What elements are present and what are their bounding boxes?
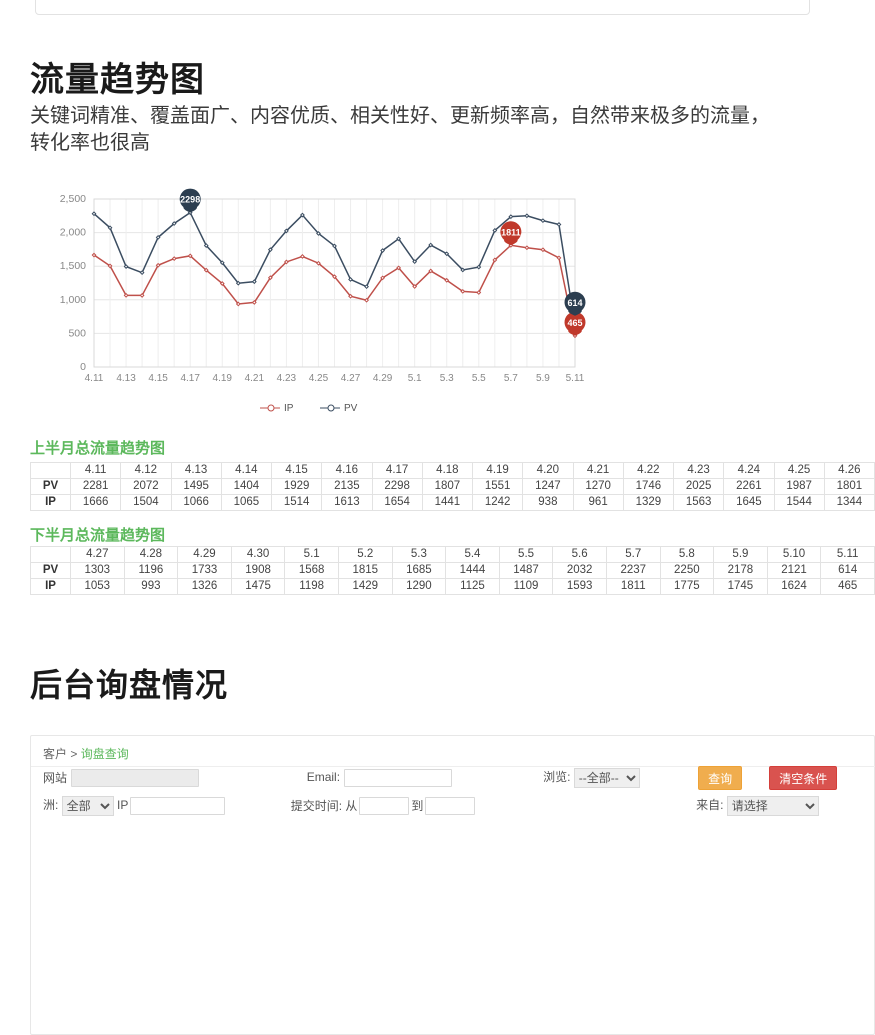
svg-text:1,500: 1,500 (60, 260, 86, 272)
svg-text:4.11: 4.11 (85, 373, 104, 384)
svg-text:5.9: 5.9 (536, 373, 550, 384)
svg-text:IP: IP (284, 403, 294, 414)
svg-text:4.17: 4.17 (180, 373, 200, 384)
svg-text:5.7: 5.7 (504, 373, 518, 384)
svg-text:4.27: 4.27 (341, 373, 361, 384)
svg-text:5.3: 5.3 (440, 373, 454, 384)
svg-text:2,000: 2,000 (60, 227, 86, 239)
svg-text:614: 614 (567, 298, 582, 308)
svg-text:4.23: 4.23 (277, 373, 297, 384)
svg-text:1,000: 1,000 (60, 294, 86, 306)
svg-text:5.1: 5.1 (408, 373, 422, 384)
svg-text:0: 0 (80, 361, 86, 373)
svg-text:5.5: 5.5 (472, 373, 486, 384)
svg-text:465: 465 (567, 318, 582, 328)
svg-text:5.11: 5.11 (566, 373, 585, 384)
svg-text:4.29: 4.29 (373, 373, 393, 384)
svg-text:PV: PV (344, 403, 358, 414)
svg-text:4.15: 4.15 (148, 373, 168, 384)
svg-text:2,500: 2,500 (60, 193, 86, 205)
svg-text:4.13: 4.13 (116, 373, 136, 384)
svg-text:2298: 2298 (180, 195, 200, 205)
svg-text:4.25: 4.25 (309, 373, 329, 384)
svg-text:1811: 1811 (501, 227, 521, 237)
svg-text:500: 500 (68, 327, 86, 339)
svg-text:4.19: 4.19 (213, 373, 233, 384)
svg-text:4.21: 4.21 (245, 373, 265, 384)
